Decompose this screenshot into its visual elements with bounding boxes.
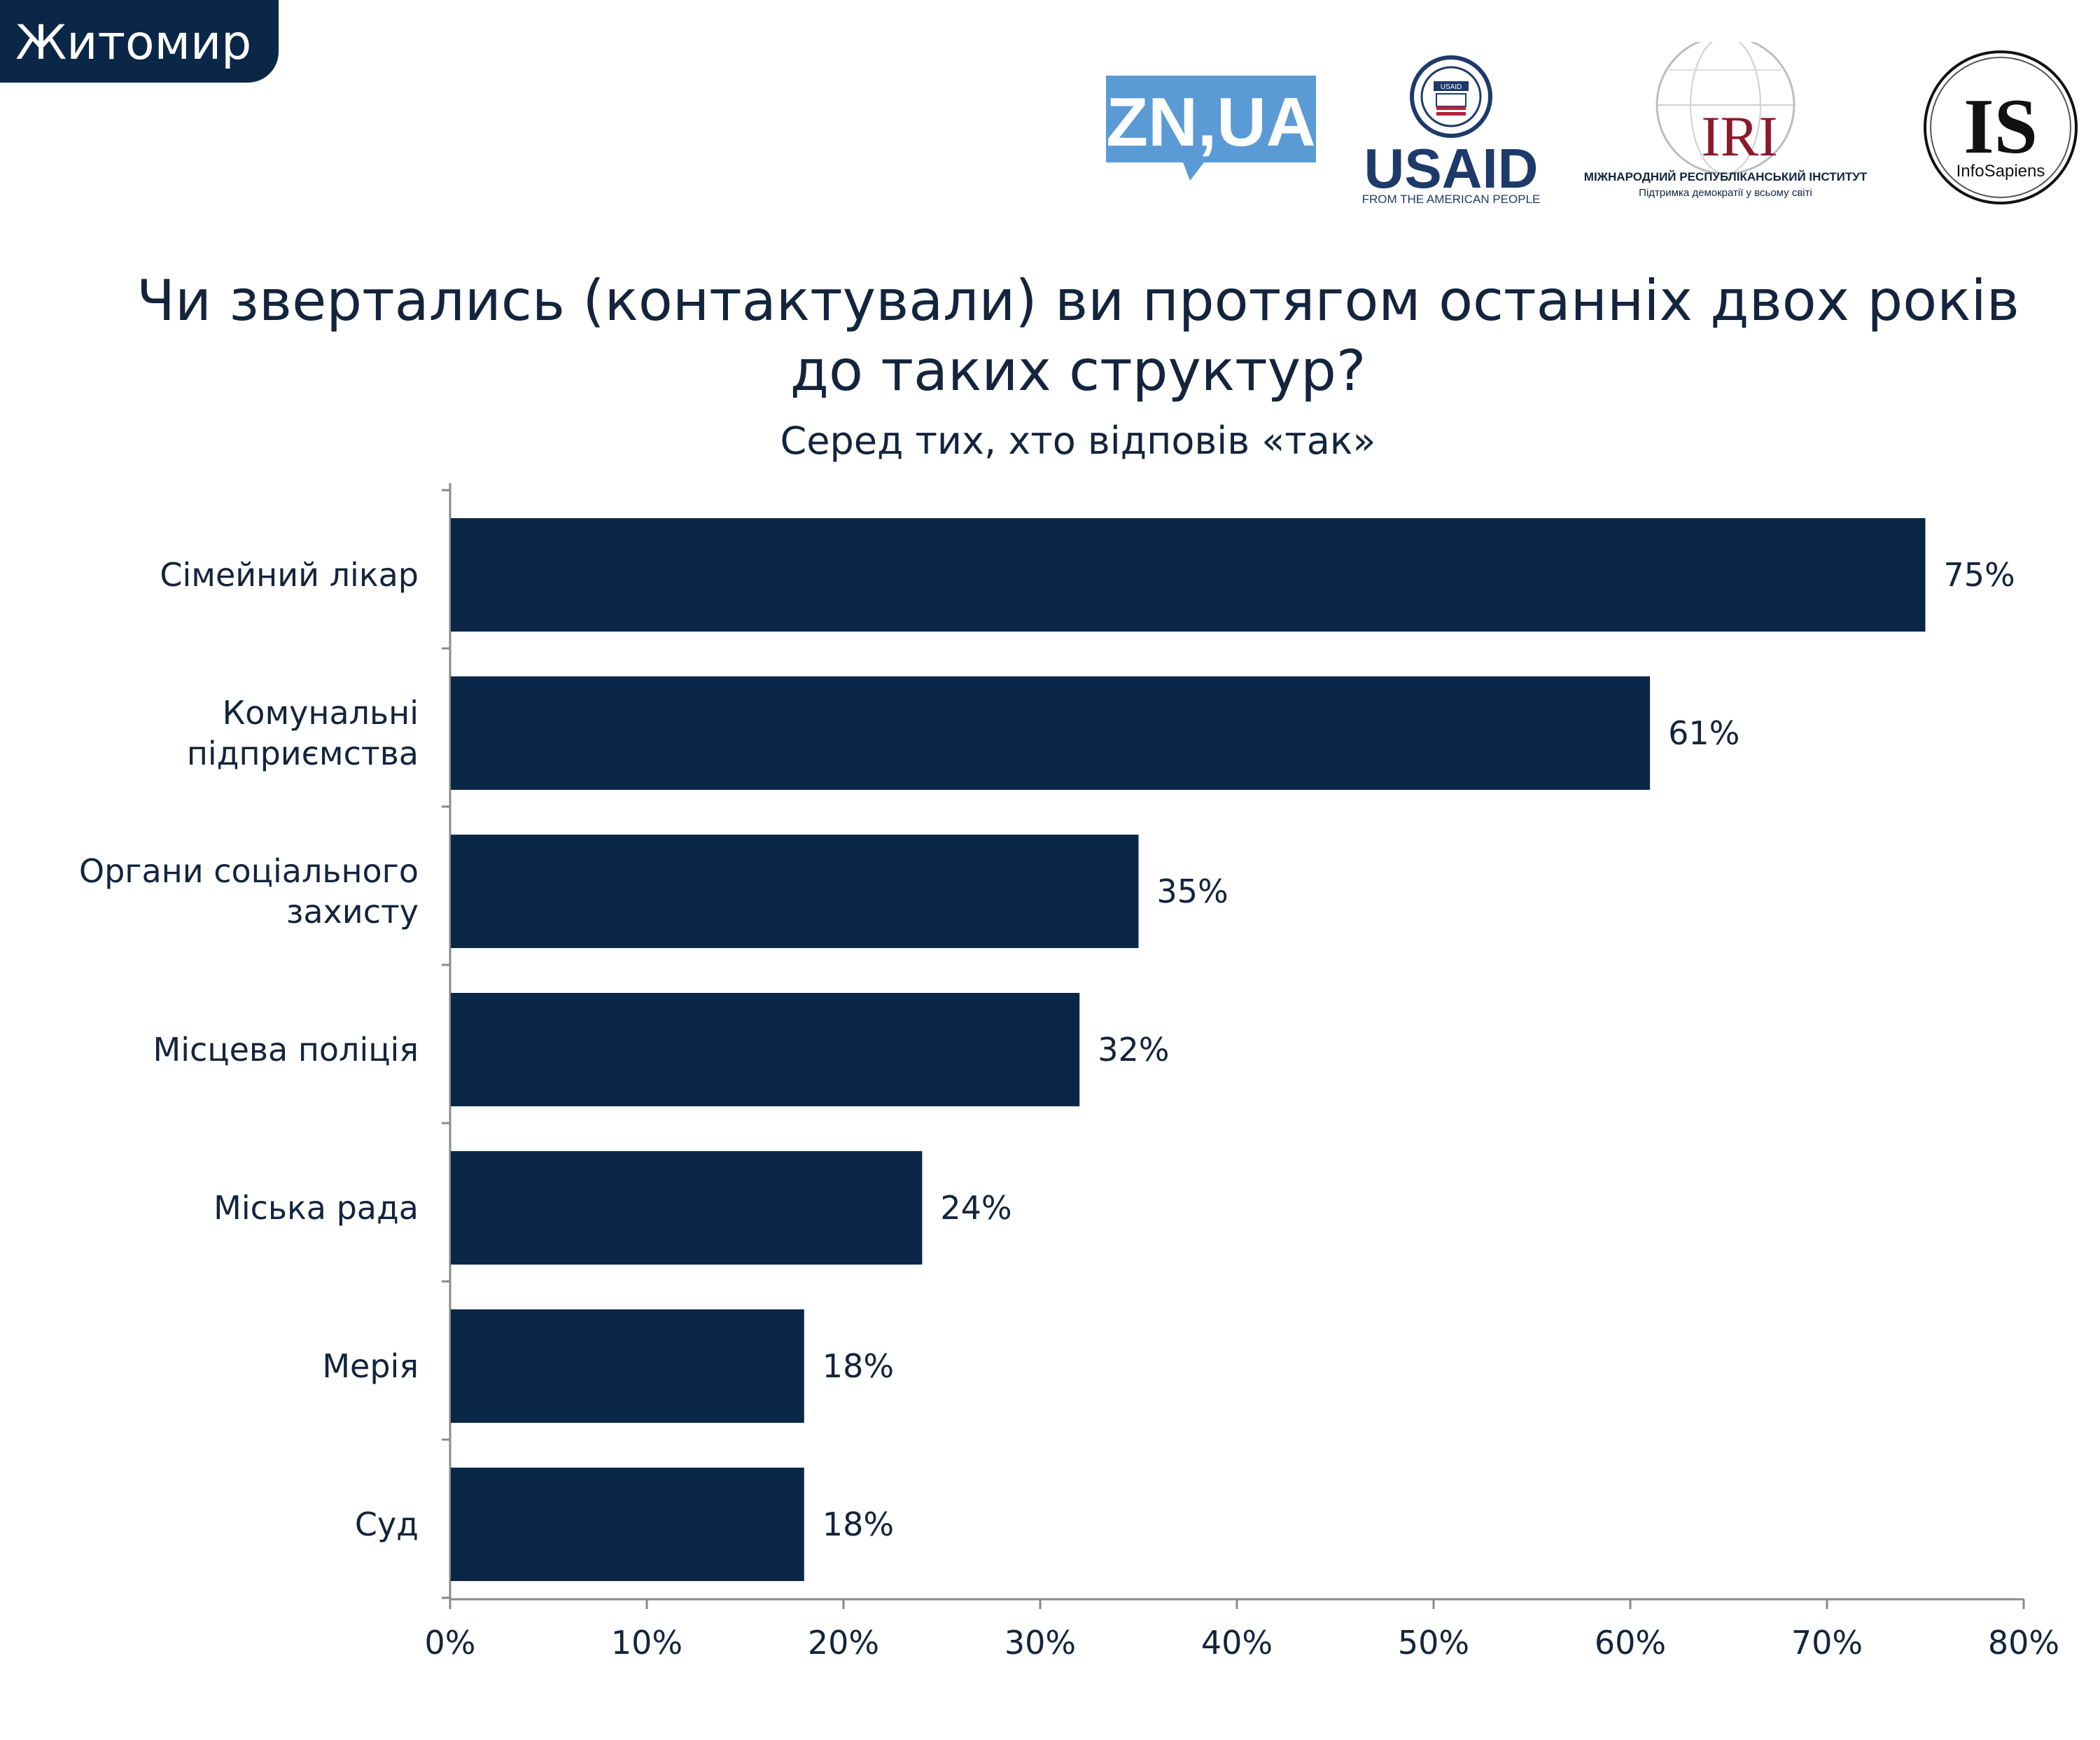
x-tick-label: 20% [808, 1624, 879, 1662]
bar-value-label: 24% [940, 1189, 1011, 1227]
bar [451, 993, 1080, 1106]
category-label: Комунальні [223, 694, 419, 732]
bar-value-label: 35% [1157, 872, 1228, 910]
bar-chart: 75% Сімейний лікар 61% Комунальніпідприємст… [79, 483, 2059, 1662]
category-label: Суд [355, 1505, 419, 1543]
bar [451, 676, 1651, 790]
category-label: Сімейний лікар [160, 556, 419, 594]
chart-subtitle: Серед тих, хто відповів «так» [780, 419, 1376, 463]
category-label: Органи соціального [79, 852, 419, 890]
category-label: Місцева поліція [153, 1031, 419, 1069]
iri-main-text: IRI [1701, 104, 1777, 168]
infosapiens-logo: IS InfoSapiens [1924, 50, 2078, 204]
bar-value-label: 32% [1098, 1031, 1169, 1069]
znua-logo: ZN,UA [1106, 76, 1316, 181]
x-tick-label: 70% [1791, 1624, 1863, 1662]
logos-strip: ZN,UA USAID USAID FROM THE AMERICAN PEOP… [1106, 42, 2078, 206]
bar-value-label: 18% [822, 1347, 894, 1385]
bar [451, 1151, 923, 1265]
usaid-tagline: FROM THE AMERICAN PEOPLE [1362, 193, 1541, 206]
city-label: Житомир [15, 15, 252, 71]
bar [451, 1309, 804, 1423]
bar-value-label: 75% [1944, 556, 2015, 594]
iri-line1: МІЖНАРОДНИЙ РЕСПУБЛІКАНСЬКИЙ ІНСТИТУТ [1584, 170, 1868, 183]
bar [451, 518, 1926, 632]
usaid-logo: USAID USAID FROM THE AMERICAN PEOPLE [1362, 55, 1541, 206]
x-tick-label: 50% [1398, 1624, 1469, 1662]
is-sub-text: InfoSapiens [1956, 162, 2045, 181]
iri-logo: IRI МІЖНАРОДНИЙ РЕСПУБЛІКАНСЬКИЙ ІНСТИТУ… [1584, 42, 1868, 199]
usaid-main-text: USAID [1364, 137, 1539, 200]
chart-title-line-2: до таких структур? [790, 338, 1366, 403]
category-label: Мерія [322, 1347, 419, 1385]
x-tick-label: 0% [425, 1624, 476, 1662]
category-label: Міська рада [214, 1189, 419, 1227]
is-main-text: IS [1963, 83, 2038, 170]
category-label: захисту [286, 893, 419, 931]
x-tick-label: 30% [1004, 1624, 1076, 1662]
x-tick-label: 80% [1988, 1624, 2059, 1662]
city-tab: Житомир [0, 0, 279, 83]
znua-logo-text: ZN,UA [1106, 83, 1315, 160]
usaid-seal-text: USAID [1441, 83, 1462, 91]
bar-value-label: 61% [1668, 714, 1740, 752]
iri-line2: Підтримка демократії у всьому світі [1639, 187, 1812, 199]
bar [451, 1468, 804, 1581]
x-tick-label: 10% [611, 1624, 682, 1662]
bar-value-label: 18% [822, 1505, 894, 1543]
chart-title-line-1: Чи звертались (контактували) ви протягом… [136, 268, 2019, 333]
chart-title: Чи звертались (контактували) ви протягом… [84, 266, 2072, 406]
category-label: підприємства [187, 735, 419, 772]
x-tick-label: 40% [1201, 1624, 1273, 1662]
bar [451, 835, 1139, 948]
x-tick-label: 60% [1595, 1624, 1666, 1662]
